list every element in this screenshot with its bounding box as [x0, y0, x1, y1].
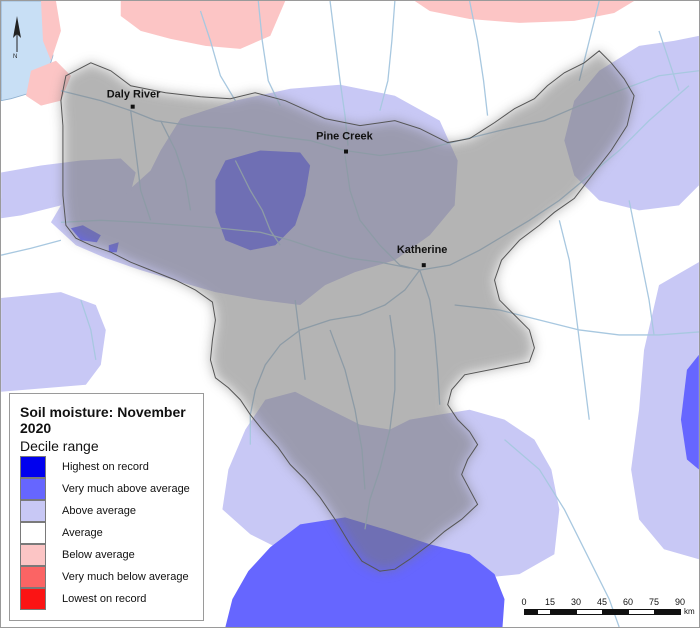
- legend-item-very-much-below-average: Very much below average: [20, 566, 202, 588]
- region-below-average: [120, 1, 286, 49]
- scale-segment: [537, 609, 551, 615]
- legend-item-average: Average: [20, 522, 202, 544]
- legend-item-below-average: Below average: [20, 544, 202, 566]
- north-arrow: N: [6, 14, 28, 64]
- legend-label: Average: [62, 527, 103, 539]
- scale-tick-label: 15: [544, 597, 556, 607]
- map-legend: Soil moisture: November 2020 Decile rang…: [9, 393, 204, 621]
- town-label: Katherine: [397, 244, 448, 256]
- legend-item-above-average: Above average: [20, 500, 202, 522]
- scale-tick-label: 45: [596, 597, 608, 607]
- legend-label: Lowest on record: [62, 593, 147, 605]
- town-pine-creek: Pine Creek: [316, 131, 374, 154]
- region-above-average: [631, 262, 699, 560]
- legend-item-highest-on-record: Highest on record: [20, 456, 202, 478]
- scale-unit: km: [684, 607, 695, 616]
- legend-swatch: [20, 478, 46, 500]
- scale-tick-label: 60: [622, 597, 634, 607]
- scale-segment: [602, 609, 629, 615]
- scale-segment: [654, 609, 681, 615]
- region-very-much-above-average: [680, 354, 699, 470]
- scale-segment: [524, 609, 538, 615]
- region-below-average: [414, 1, 635, 23]
- legend-label: Above average: [62, 505, 136, 517]
- town-daly-river: Daly River: [107, 89, 161, 109]
- scale-tick-label: 0: [521, 597, 527, 607]
- legend-swatch: [20, 456, 46, 478]
- legend-item-very-much-above-average: Very much above average: [20, 478, 202, 500]
- north-label: N: [13, 54, 18, 60]
- scale-segment: [550, 609, 577, 615]
- town-label: Pine Creek: [316, 131, 374, 143]
- town-label: Daly River: [107, 89, 161, 101]
- region-below-average: [26, 60, 71, 106]
- north-arrow-icon: [13, 16, 21, 52]
- legend-title: Soil moisture: November 2020: [20, 404, 186, 436]
- region-above-average: [1, 292, 106, 392]
- scale-segment: [628, 609, 655, 615]
- town-marker: [130, 104, 135, 109]
- scale-tick-label: 75: [648, 597, 660, 607]
- legend-swatch: [20, 566, 46, 588]
- town-marker: [421, 263, 426, 268]
- legend-swatch: [20, 522, 46, 544]
- scale-segment: [576, 609, 603, 615]
- legend-label: Very much above average: [62, 483, 190, 495]
- legend-label: Very much below average: [62, 571, 189, 583]
- region-above-average: [1, 195, 30, 216]
- scale-tick-label: 90: [674, 597, 686, 607]
- town-marker: [344, 149, 349, 154]
- legend-swatch: [20, 588, 46, 610]
- legend-label: Highest on record: [62, 461, 149, 473]
- region-below-average: [40, 1, 61, 61]
- catchment-outline: [60, 50, 635, 572]
- legend-swatch: [20, 544, 46, 566]
- legend-subtitle: Decile range: [20, 438, 99, 454]
- scale-tick-label: 30: [570, 597, 582, 607]
- scale-bar: 0 15 30 45 60 75 90 km: [514, 597, 698, 625]
- legend-item-lowest-on-record: Lowest on record: [20, 588, 202, 610]
- legend-swatch: [20, 500, 46, 522]
- town-katherine: Katherine: [397, 244, 448, 268]
- catchment-shadow: [60, 50, 635, 572]
- legend-label: Below average: [62, 549, 135, 561]
- region-very-much-above-average: [225, 517, 505, 627]
